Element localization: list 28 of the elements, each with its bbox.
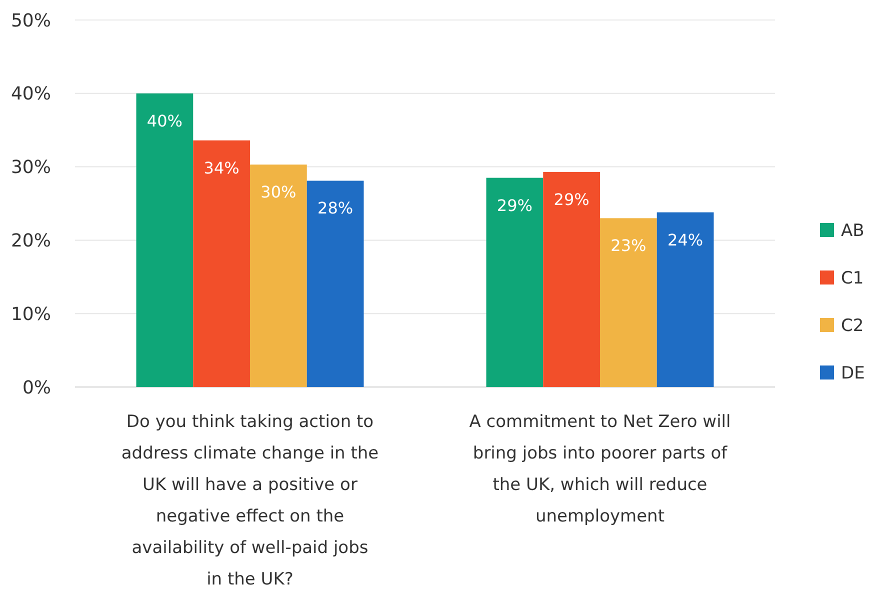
y-tick-label: 40% bbox=[10, 84, 51, 105]
y-tick-label: 20% bbox=[10, 230, 51, 252]
data-label: 34% bbox=[204, 158, 240, 178]
data-label: 23% bbox=[610, 236, 646, 256]
bar bbox=[656, 212, 714, 387]
legend-label: C1 bbox=[841, 268, 864, 288]
x-tick-label: Do you think taking action to address climate change in the UK will have a positive or negative effect on the availability of well-paid jobs in the UK? bbox=[121, 412, 379, 590]
bar bbox=[136, 93, 194, 387]
bar bbox=[193, 140, 250, 387]
legend-label: DE bbox=[841, 363, 865, 384]
bar bbox=[250, 164, 307, 387]
y-tick-label: 0% bbox=[22, 377, 51, 398]
bar bbox=[486, 178, 544, 387]
x-tick-label: A commitment to Net Zero will bring jobs into poorer parts of the UK, which will reduce unemployment bbox=[469, 412, 731, 526]
data-label: 29% bbox=[554, 190, 590, 209]
bar bbox=[306, 180, 364, 387]
y-tick-label: 10% bbox=[10, 304, 51, 325]
bar bbox=[600, 218, 657, 387]
data-label: 24% bbox=[668, 230, 704, 250]
y-tick-label: 50% bbox=[10, 10, 51, 32]
data-label: 28% bbox=[318, 198, 354, 218]
data-label: 29% bbox=[496, 196, 532, 215]
bar bbox=[543, 172, 600, 387]
data-label: 40% bbox=[146, 111, 182, 130]
legend-label: C2 bbox=[841, 316, 864, 336]
legend-label: AB bbox=[841, 220, 864, 241]
y-tick-label: 30% bbox=[10, 157, 51, 178]
data-label: 30% bbox=[260, 182, 296, 202]
